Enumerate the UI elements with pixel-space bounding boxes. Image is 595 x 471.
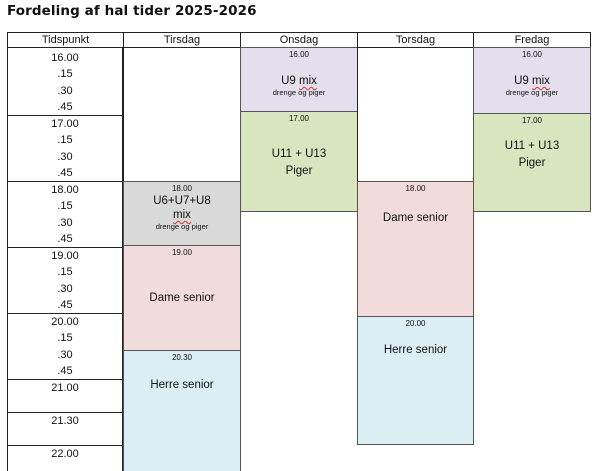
block-team: U11 + U13 — [271, 148, 327, 160]
time-label: .30 — [57, 349, 73, 361]
block-thursday-dame-senior: 18.00 Dame senior — [357, 181, 474, 317]
time-label: 22.00 — [51, 448, 79, 460]
time-label: .30 — [57, 283, 73, 295]
block-thursday-herre-senior: 20.00 Herre senior — [357, 316, 474, 445]
block-start-time: 16.00 — [288, 50, 310, 59]
hour-divider — [7, 181, 123, 182]
hour-divider — [7, 313, 123, 314]
block-team-mix: mix — [299, 75, 317, 87]
block-team: Herre senior — [150, 379, 214, 391]
block-subtitle: drenge og piger — [272, 88, 326, 97]
block-team-mix: mix — [173, 209, 191, 221]
block-subtitle: drenge og piger — [155, 222, 209, 231]
block-team: Dame senior — [382, 212, 449, 224]
hour-divider — [7, 379, 123, 380]
time-label: 16.00 — [51, 52, 79, 64]
time-label: .45 — [57, 167, 73, 179]
block-friday-u11-u13: 17.00 U11 + U13 Piger — [473, 113, 591, 212]
block-team: U9 — [514, 75, 529, 87]
header-time: Tidspunkt — [7, 32, 124, 48]
block-tuesday-u6-u8: 18.00 U6+U7+U8 mix drenge og piger — [123, 181, 241, 246]
time-label: .15 — [57, 68, 73, 80]
time-label: .30 — [57, 85, 73, 97]
time-label: .45 — [57, 365, 73, 377]
block-start-time: 18.00 — [171, 184, 193, 193]
block-team: Dame senior — [149, 292, 215, 304]
header-wednesday: Onsdag — [240, 32, 358, 48]
time-label: .45 — [57, 101, 73, 113]
block-start-time: 17.00 — [521, 116, 543, 125]
header-tuesday: Tirsdag — [123, 32, 241, 48]
block-subtitle: drenge og piger — [505, 88, 559, 97]
header-thursday: Torsdag — [357, 32, 474, 48]
block-friday-u9-mix: 16.00 U9 mix drenge og piger — [473, 47, 591, 114]
time-column — [7, 47, 123, 471]
block-team: U9 — [281, 75, 296, 87]
block-start-time: 19.00 — [171, 248, 193, 257]
block-start-time: 17.00 — [288, 114, 310, 123]
block-team-group: Piger — [285, 165, 313, 177]
hour-divider — [7, 412, 123, 413]
time-label: .45 — [57, 233, 73, 245]
time-label: .30 — [57, 151, 73, 163]
block-start-time: 16.00 — [521, 50, 543, 59]
block-wednesday-u11-u13: 17.00 U11 + U13 Piger — [240, 111, 358, 212]
block-wednesday-u9-mix: 16.00 U9 mix drenge og piger — [240, 47, 358, 112]
block-start-time: 20.30 — [171, 353, 193, 362]
hour-divider — [7, 115, 123, 116]
time-label: 18.00 — [51, 184, 79, 196]
block-team: U6+U7+U8 — [153, 195, 211, 207]
time-label: .30 — [57, 217, 73, 229]
block-tuesday-dame-senior: 19.00 Dame senior — [123, 245, 241, 351]
block-team: U11 + U13 — [504, 140, 560, 152]
time-label: 20.00 — [51, 316, 79, 328]
hour-divider — [7, 247, 123, 248]
time-label: 21.00 — [51, 382, 79, 394]
time-label: .45 — [57, 299, 73, 311]
time-label: 19.00 — [51, 250, 79, 262]
time-label: .15 — [57, 134, 73, 146]
block-start-time: 20.00 — [405, 319, 426, 328]
column-divider — [357, 47, 358, 181]
block-tuesday-herre-senior: 20.30 Herre senior — [123, 350, 241, 471]
time-label: 21.30 — [51, 415, 79, 427]
hour-divider — [7, 445, 123, 446]
header-friday: Fredag — [473, 32, 591, 48]
time-label: .15 — [57, 200, 73, 212]
time-label: .15 — [57, 332, 73, 344]
block-team-mix: mix — [532, 75, 550, 87]
time-label: 17.00 — [51, 118, 79, 130]
block-start-time: 18.00 — [405, 184, 426, 193]
block-team: Herre senior — [383, 344, 448, 356]
block-team-group: Piger — [518, 157, 546, 169]
page-title: Fordeling af hal tider 2025-2026 — [7, 3, 257, 19]
time-label: .15 — [57, 266, 73, 278]
